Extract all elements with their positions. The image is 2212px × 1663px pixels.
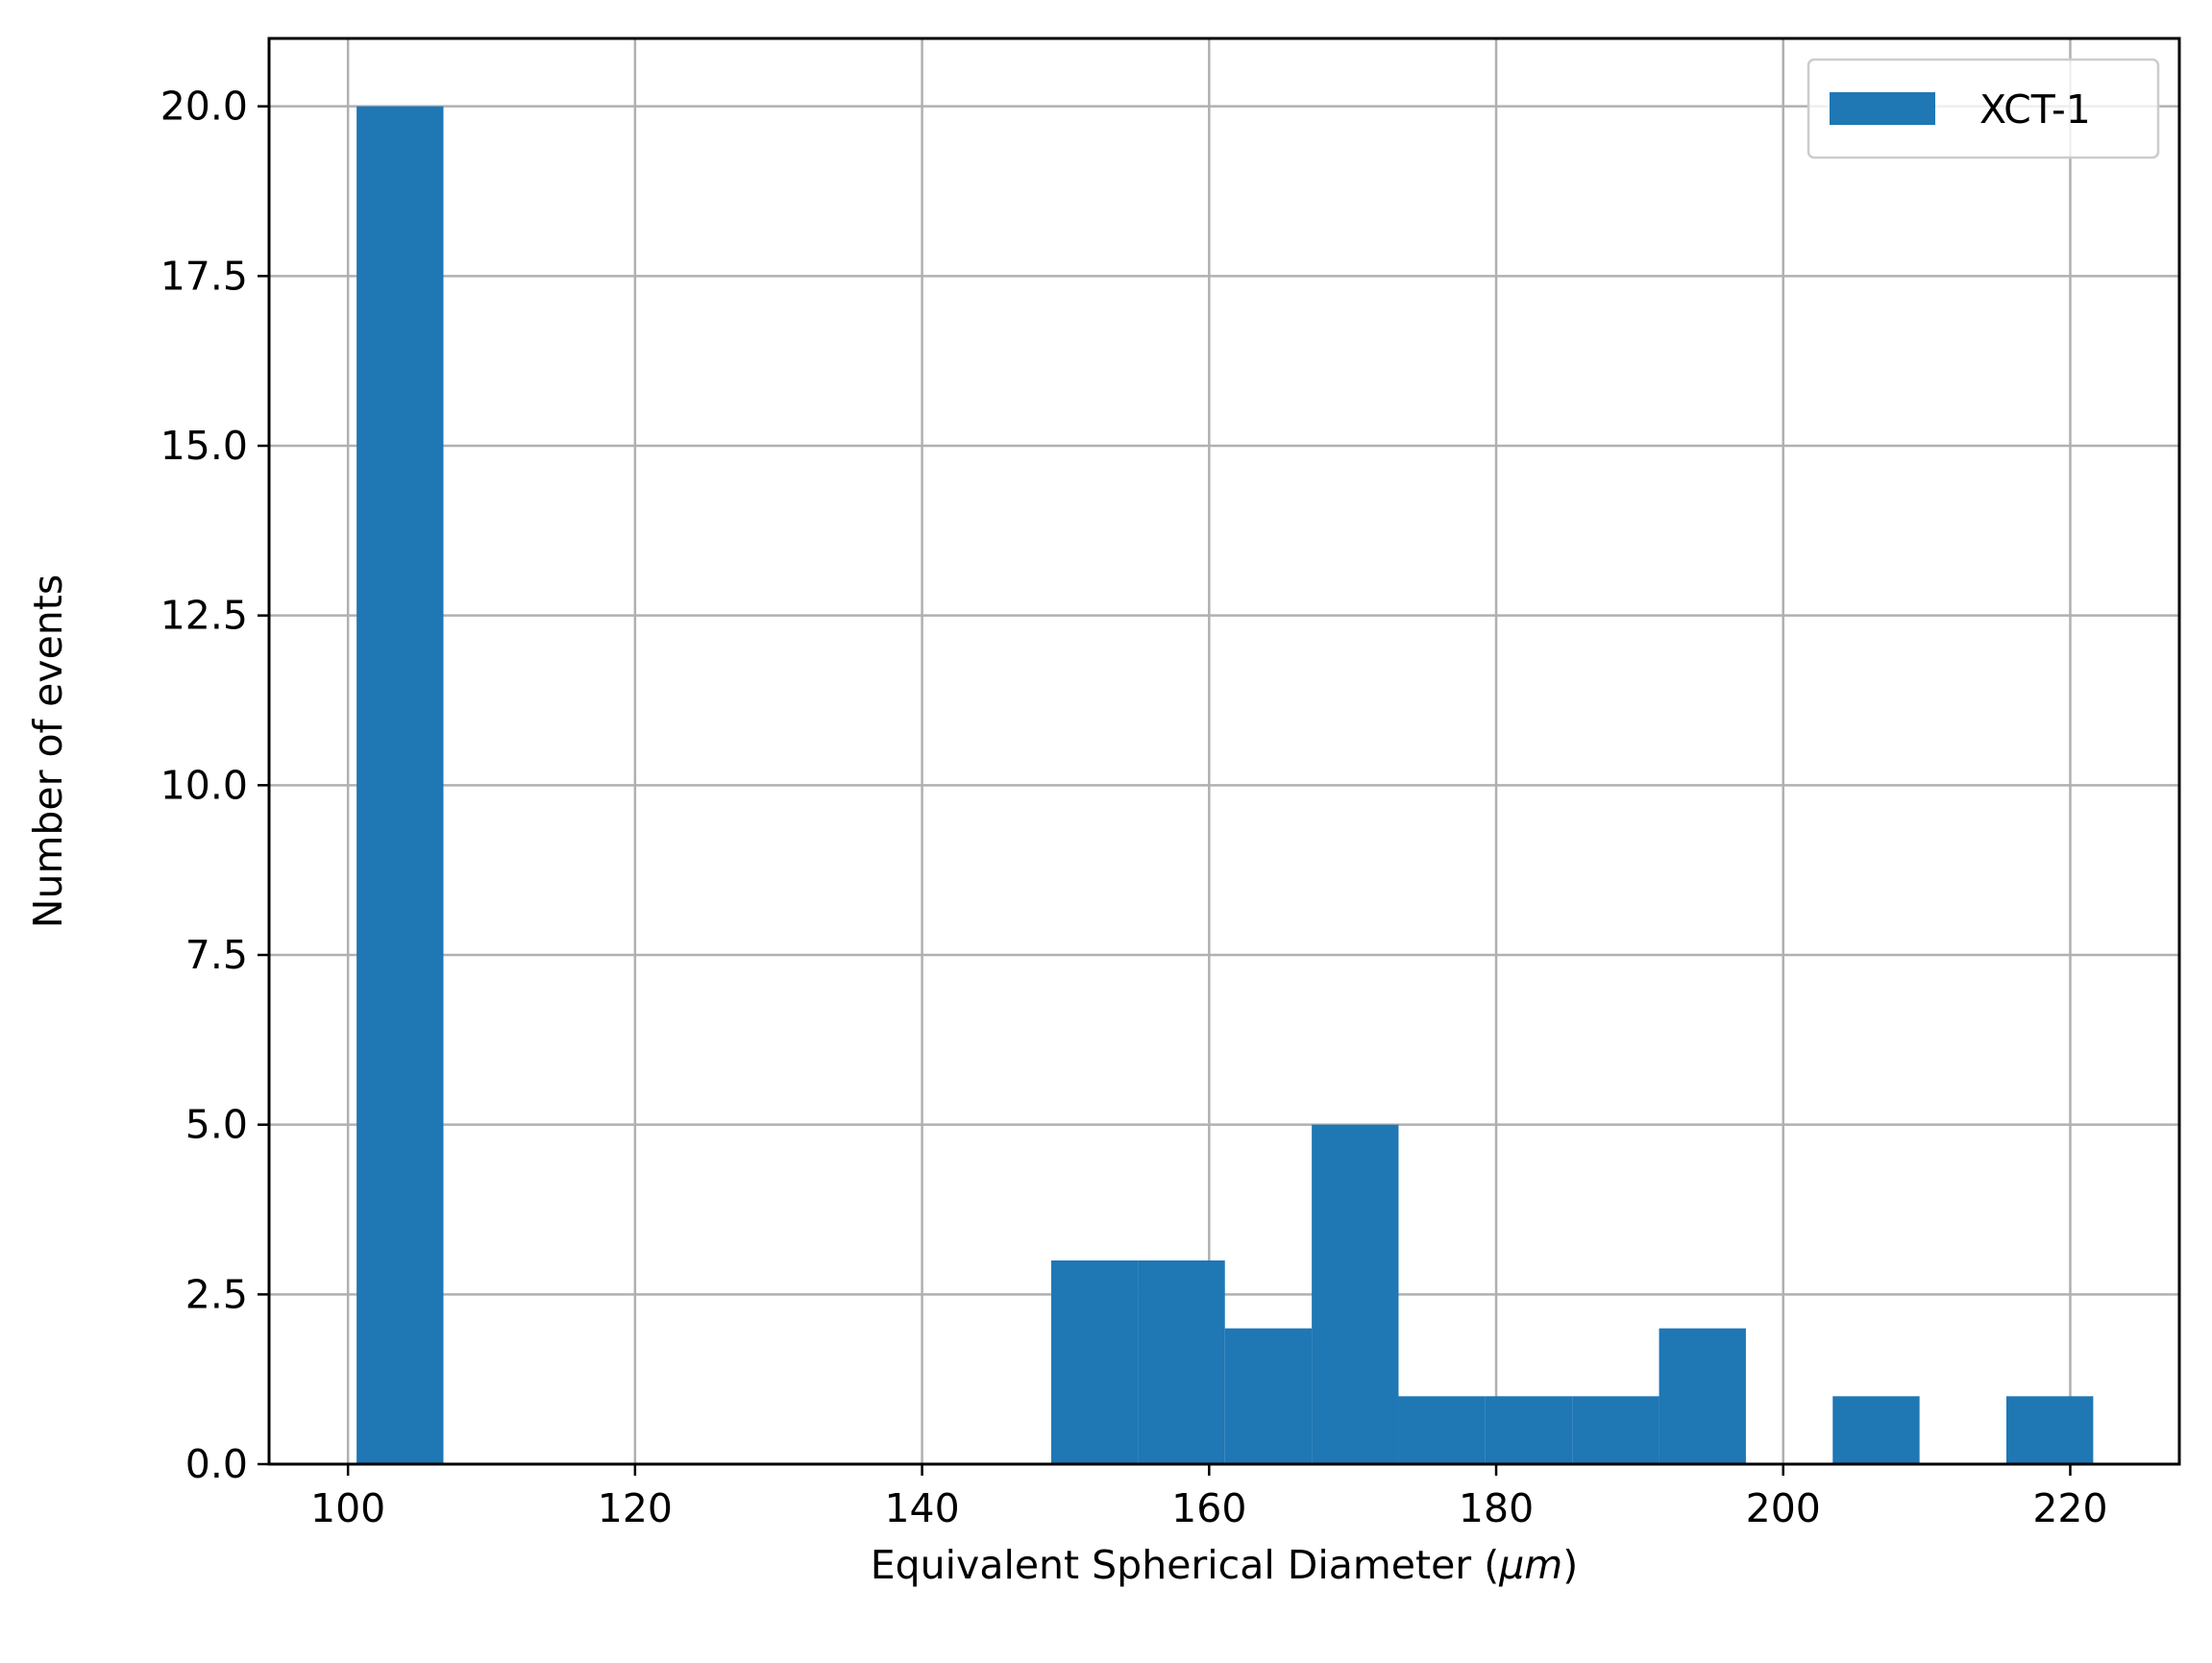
histogram-bar [1138, 1260, 1225, 1464]
y-tick-label: 10.0 [160, 762, 248, 808]
x-axis-label-close: ) [1562, 1542, 1578, 1588]
plot-frame [267, 37, 2181, 1466]
histogram-bar [1398, 1396, 1486, 1464]
histogram-bar [1051, 1260, 1139, 1464]
y-tick-label: 7.5 [185, 932, 248, 978]
histogram-bar [2006, 1396, 2094, 1464]
x-tick-label: 120 [598, 1485, 673, 1531]
histogram-bar [1832, 1396, 1920, 1464]
x-tick-label: 140 [884, 1485, 959, 1531]
y-tick-label: 20.0 [160, 84, 248, 130]
x-axis-label-unit: μm [1498, 1542, 1562, 1588]
legend-swatch [1830, 92, 1935, 125]
x-axis-label-text: Equivalent Spherical Diameter ( [871, 1542, 1499, 1588]
x-tick-label: 200 [1746, 1485, 1821, 1531]
legend: XCT-1 [1806, 58, 2160, 159]
y-tick-label: 5.0 [185, 1102, 248, 1148]
legend-box [1806, 58, 2160, 159]
histogram-bars [356, 106, 2094, 1465]
x-tick-label: 180 [1459, 1485, 1534, 1531]
y-tick-label: 12.5 [160, 593, 248, 639]
histogram-bar [1659, 1328, 1746, 1464]
histogram-bar [1572, 1396, 1659, 1464]
histogram-bar [1485, 1396, 1573, 1464]
y-tick-label: 0.0 [185, 1441, 248, 1487]
y-axis-label: Number of events [25, 575, 71, 928]
y-tick-label: 17.5 [160, 253, 248, 299]
y-tick-label: 2.5 [185, 1271, 248, 1317]
legend-label: XCT-1 [1979, 86, 2091, 133]
x-tick-label: 100 [310, 1485, 385, 1531]
x-tick-label: 220 [2032, 1485, 2107, 1531]
x-axis-label: Equivalent Spherical Diameter (μm) [871, 1542, 1578, 1588]
x-tick-label: 160 [1171, 1485, 1246, 1531]
histogram-bar [1312, 1124, 1399, 1464]
y-tick-label: 15.0 [160, 423, 248, 469]
histogram-bar [1224, 1328, 1313, 1464]
histogram-bar [356, 106, 444, 1465]
axis-ticks: 100 120 140 160 180 200 220 0.0 2.5 5.0 7.5 10.0 12.… [160, 84, 2108, 1531]
